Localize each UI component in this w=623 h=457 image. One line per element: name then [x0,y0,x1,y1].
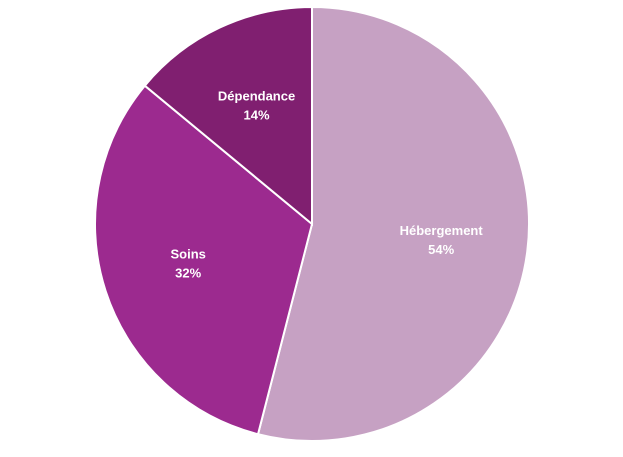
value-label: 14% [244,108,270,123]
slice-label: Hébergement [400,223,484,238]
pie-slice [256,5,530,442]
pie-slice [143,5,313,227]
slice-label: Soins [170,247,205,262]
slice-label: Dépendance [218,89,295,104]
value-label: 32% [175,266,201,281]
pie-slice [94,84,314,436]
value-label: 54% [428,242,454,257]
